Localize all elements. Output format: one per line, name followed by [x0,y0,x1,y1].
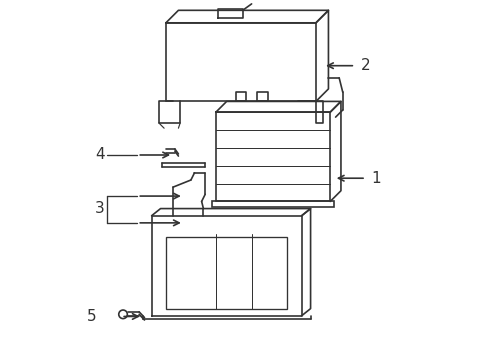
Text: 1: 1 [370,171,380,186]
Bar [165,23,315,102]
Bar [216,112,329,202]
Text: 3: 3 [95,201,105,216]
Text: 5: 5 [86,309,96,324]
Bar [165,237,287,309]
Text: 2: 2 [360,58,369,73]
Text: 4: 4 [95,148,104,162]
Bar [212,202,333,207]
